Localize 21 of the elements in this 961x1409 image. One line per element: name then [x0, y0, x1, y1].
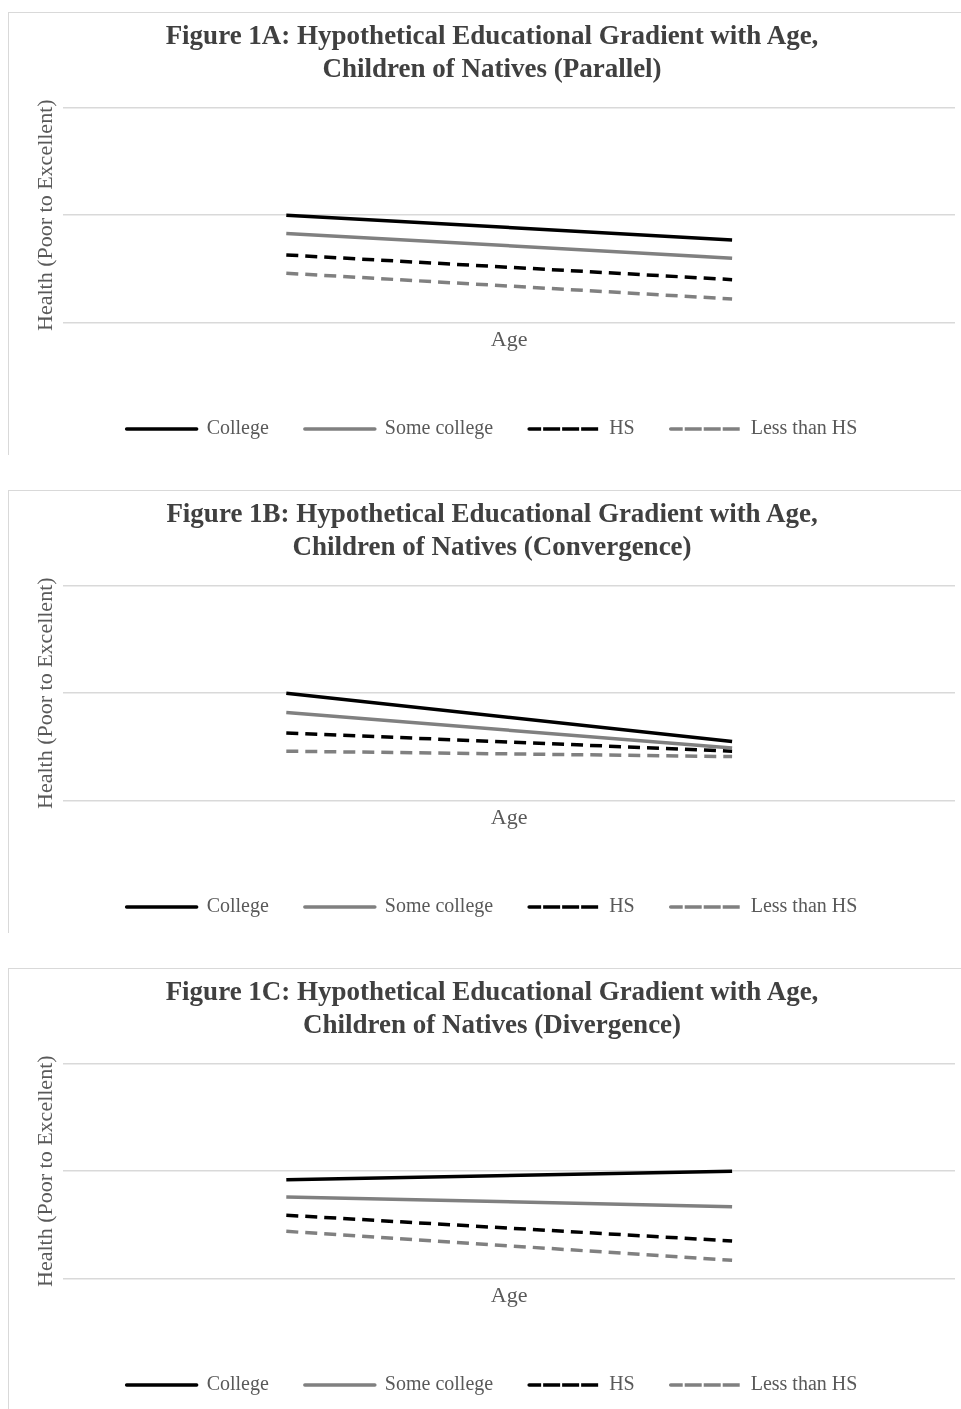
legend-label: HS	[609, 1372, 635, 1395]
chart-title: Figure 1A: Hypothetical Educational Gradient with Age, Children of Natives (Parallel)	[165, 20, 819, 83]
x-axis-title: Age	[490, 1281, 528, 1307]
legend-label: Some college	[384, 1372, 494, 1396]
chart-title: Figure 1C: Hypothetical Educational Gradient with Age, Children of Natives (Divergence)	[165, 976, 819, 1039]
legend-label: College	[206, 1372, 269, 1396]
legend-label: HS	[609, 416, 635, 439]
legend-label: Less than HS	[750, 1372, 858, 1395]
x-axis-title: Age	[490, 803, 528, 829]
y-axis-title: Health (Poor to Excellent)	[31, 1055, 57, 1287]
y-axis-title: Health (Poor to Excellent)	[31, 577, 57, 809]
y-axis-title: Health (Poor to Excellent)	[31, 99, 57, 331]
chart-title: Figure 1B: Hypothetical Educational Gradient with Age, Children of Natives (Convergence)	[166, 498, 818, 561]
legend-label: Some college	[384, 894, 494, 918]
x-axis-title: Age	[490, 325, 528, 351]
legend-label: Less than HS	[750, 894, 858, 917]
legend-label: College	[206, 894, 269, 918]
legend-label: HS	[609, 894, 635, 917]
legend-label: Less than HS	[750, 416, 858, 439]
legend-label: Some college	[384, 416, 494, 440]
legend-label: College	[206, 416, 269, 440]
